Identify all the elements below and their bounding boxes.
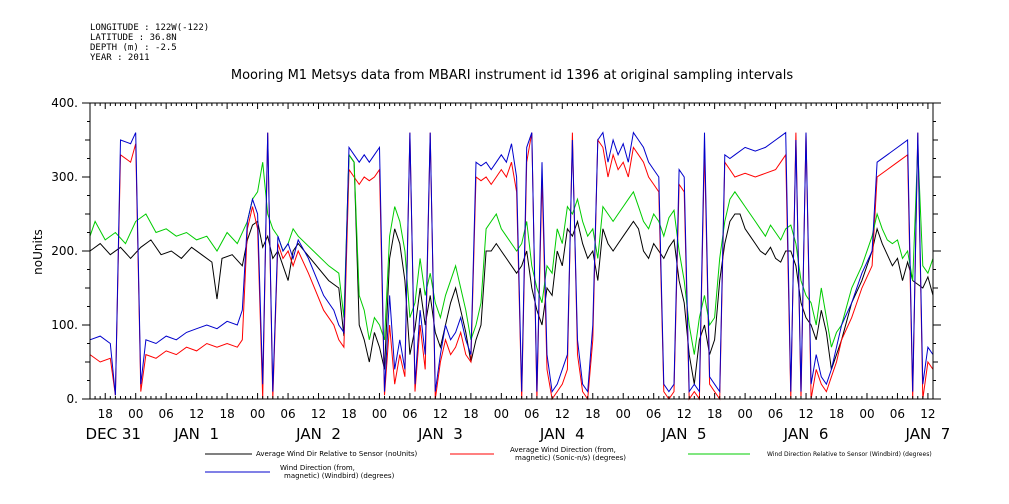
legend-label-line: Wind Direction (from, (280, 464, 355, 472)
meta-latitude: LATITUDE : 36.8N (90, 33, 177, 43)
x-hour-label: 12 (433, 407, 448, 421)
chart-title: Mooring M1 Metsys data from MBARI instru… (231, 68, 793, 83)
legend-label-line: Average Wind Dir Relative to Sensor (noU… (256, 450, 417, 458)
x-hour-label: 06 (159, 407, 174, 421)
x-hour-label: 12 (311, 407, 326, 421)
x-day-label: JAN 6 (783, 425, 829, 443)
y-axis-tick-labels: 0. 100. 200. 300. 400. (51, 96, 78, 406)
x-hour-label: 18 (829, 407, 844, 421)
meta-longitude: LONGITUDE : 122W(-122) (90, 23, 209, 33)
x-hour-label: 06 (524, 407, 539, 421)
y-tick-label: 400. (51, 96, 78, 110)
legend-label-line: Wind Direction Relative to Sensor (Windb… (767, 451, 932, 458)
legend-label: Average Wind Dir Relative to Sensor (noU… (256, 450, 417, 458)
meta-year: YEAR : 2011 (90, 53, 150, 63)
legend-entry: Average Wind Dir Relative to Sensor (noU… (205, 450, 417, 458)
x-day-label: JAN 5 (661, 425, 707, 443)
x-hour-label: 18 (219, 407, 234, 421)
metadata-block: LONGITUDE : 122W(-122) LATITUDE : 36.8N … (90, 23, 209, 63)
x-hour-label: 06 (646, 407, 661, 421)
x-hour-label: 12 (555, 407, 570, 421)
y-tick-label: 200. (51, 244, 78, 258)
y-tick-label: 100. (51, 318, 78, 332)
x-hour-label: 12 (189, 407, 204, 421)
legend-label-line: magnetic) (Sonic-n/s) (degrees) (515, 454, 626, 462)
y-axis-label: noUnits (31, 229, 45, 275)
x-day-label: JAN 3 (417, 425, 463, 443)
x-hour-label: 12 (920, 407, 935, 421)
legend: Average Wind Dir Relative to Sensor (noU… (205, 446, 932, 480)
legend-label: Average Wind Direction (from, magnetic) … (510, 446, 626, 462)
x-hour-label: 06 (402, 407, 417, 421)
x-axis-labels: 18 00 06 12 18 00 06 12 18 00 06 12 18 00 06 12 18 00 06 12… (86, 407, 951, 443)
legend-entry: Wind Direction Relative to Sensor (Windb… (688, 451, 932, 458)
x-hour-label: 18 (98, 407, 113, 421)
x-day-label: JAN 7 (905, 425, 951, 443)
x-hour-label: 18 (463, 407, 478, 421)
x-day-label: JAN 4 (539, 425, 585, 443)
x-hour-label: 00 (859, 407, 874, 421)
y-tick-label: 300. (51, 170, 78, 184)
x-hour-label: 00 (250, 407, 265, 421)
x-hour-label: 00 (494, 407, 509, 421)
legend-label: Wind Direction Relative to Sensor (Windb… (767, 451, 932, 458)
legend-label-line: magnetic) (Windbird) (degrees) (284, 472, 395, 480)
x-hour-label: 00 (128, 407, 143, 421)
x-hour-label: 00 (372, 407, 387, 421)
x-hour-label: 18 (707, 407, 722, 421)
x-day-label: DEC 31 (86, 425, 141, 443)
x-hour-label: 12 (677, 407, 692, 421)
axes-layer (82, 102, 941, 400)
legend-label-line: Average Wind Direction (from, (510, 446, 616, 454)
series-layer (89, 131, 934, 401)
y-tick-label: 0. (67, 392, 78, 406)
x-hour-label: 06 (890, 407, 905, 421)
x-hour-label: 00 (737, 407, 752, 421)
x-day-label: JAN 2 (295, 425, 341, 443)
meta-depth: DEPTH (m) : -2.5 (90, 43, 177, 53)
legend-entry: Average Wind Direction (from, magnetic) … (450, 446, 626, 462)
x-hour-label: 06 (768, 407, 783, 421)
series-line-3 (89, 131, 934, 396)
x-hour-label: 00 (616, 407, 631, 421)
legend-label: Wind Direction (from, magnetic) (Windbir… (280, 464, 395, 480)
x-day-label: JAN 1 (173, 425, 219, 443)
legend-entry: Wind Direction (from, magnetic) (Windbir… (205, 464, 395, 480)
x-hour-label: 18 (341, 407, 356, 421)
x-hour-label: 18 (585, 407, 600, 421)
x-hour-label: 06 (280, 407, 295, 421)
x-hour-label: 12 (798, 407, 813, 421)
series-line-0 (89, 153, 934, 385)
